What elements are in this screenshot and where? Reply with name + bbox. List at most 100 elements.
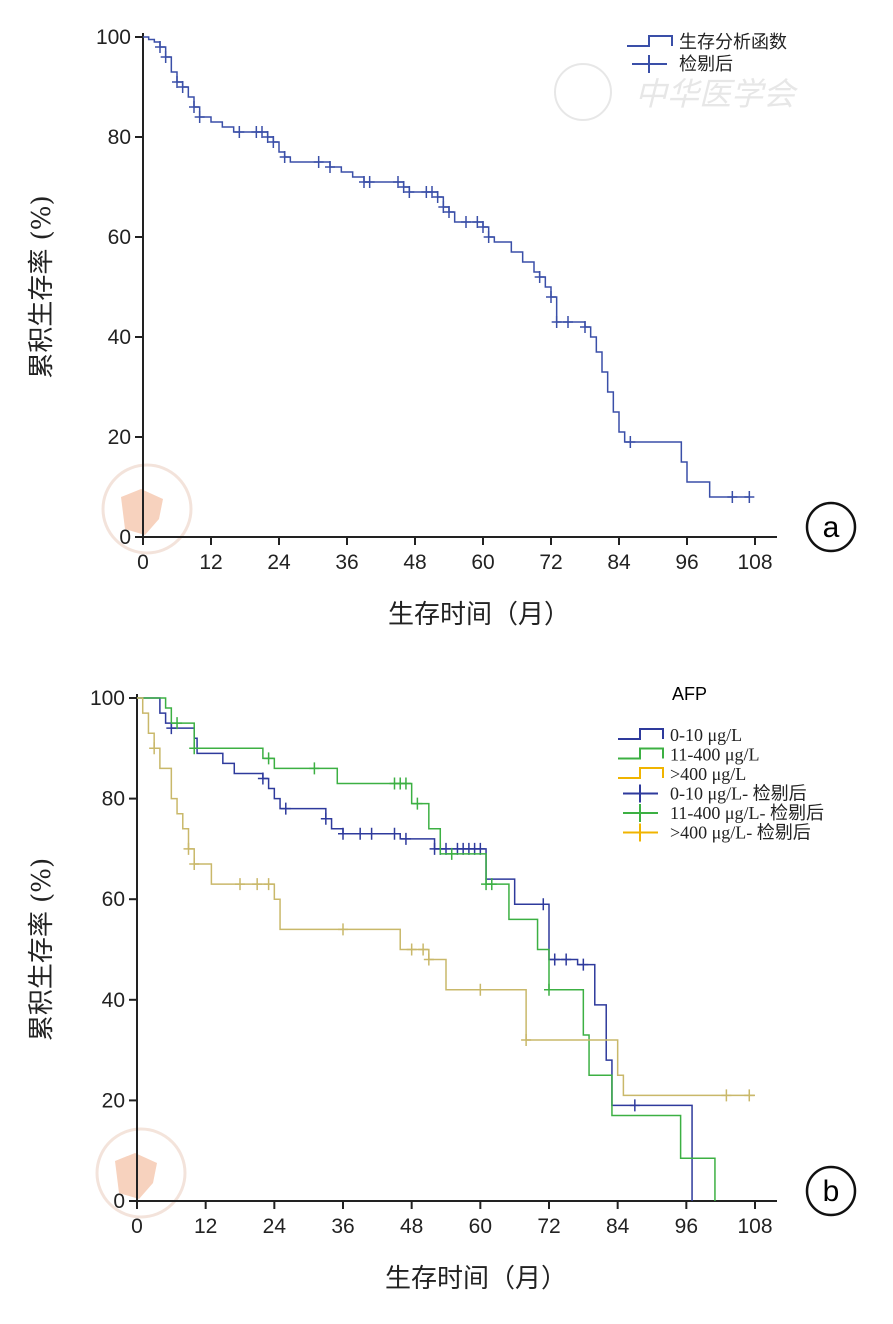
- censor-mark: [549, 953, 560, 966]
- censor-mark: [338, 827, 348, 840]
- censor-mark: [578, 958, 589, 971]
- x-tick-label: 12: [199, 551, 222, 574]
- x-tick-label: 84: [607, 551, 631, 574]
- x-tick-label: 0: [137, 551, 149, 574]
- censor-mark: [472, 216, 483, 228]
- watermark-text-logo: 中华医学会: [554, 63, 798, 121]
- legend-title: AFP: [672, 684, 707, 704]
- x-tick-label: 96: [675, 1215, 698, 1238]
- censor-mark: [580, 321, 590, 333]
- censor-mark: [263, 752, 274, 765]
- panel-label: b: [823, 1175, 840, 1208]
- x-tick-label: 24: [263, 1215, 287, 1238]
- watermark-logo: [95, 1127, 187, 1219]
- censor-mark: [521, 1034, 532, 1047]
- x-tick-label: 84: [606, 1215, 630, 1238]
- watermark-logo: [101, 463, 193, 555]
- censor-mark: [172, 717, 183, 730]
- censor-mark: [561, 953, 572, 966]
- censor-mark: [534, 271, 545, 283]
- censor-mark: [432, 191, 443, 203]
- censor-mark: [313, 156, 324, 168]
- panel-label-circle: [805, 1165, 857, 1217]
- censor-mark: [263, 878, 274, 891]
- censor-mark: [538, 898, 549, 911]
- x-tick-label: 108: [737, 551, 772, 574]
- legend-step-icon: [618, 728, 664, 740]
- censor-mark: [389, 827, 400, 840]
- y-tick-label: 40: [108, 326, 131, 349]
- censor-mark: [404, 186, 415, 198]
- x-axis-label: 生存时间（月）: [385, 1264, 567, 1294]
- x-tick-label: 48: [403, 551, 426, 574]
- panel-label: a: [823, 511, 840, 544]
- y-tick-label: 20: [108, 426, 131, 449]
- censor-mark: [262, 131, 273, 143]
- legend-entry: 0-10 μg/L: [670, 725, 742, 745]
- censor-mark: [252, 878, 263, 891]
- censor-mark: [486, 878, 497, 891]
- censor-mark: [393, 176, 403, 188]
- y-axis-label: 累积生存率 (%): [27, 858, 57, 1041]
- x-tick-label: 12: [194, 1215, 217, 1238]
- legend-entry: 生存分析函数: [679, 32, 787, 52]
- censor-mark: [338, 923, 348, 936]
- censor-mark: [177, 81, 188, 93]
- panel-a: 0 20 40 60 80 100 0 12 24 36 48 60 72 84 96 108 生存时间（月） 累…: [27, 26, 857, 630]
- y-tick-label: 80: [102, 788, 125, 811]
- censor-mark: [446, 847, 457, 860]
- censor-mark: [400, 832, 411, 845]
- censor-mark: [320, 812, 331, 825]
- legend-censor-icon: [623, 784, 658, 803]
- censor-mark: [461, 216, 471, 228]
- watermark-seal: [554, 63, 612, 121]
- censor-mark: [727, 491, 738, 503]
- censor-mark: [234, 126, 245, 138]
- x-tick-label: 0: [131, 1215, 143, 1238]
- legend-step-icon: [618, 747, 664, 760]
- legend: AFP 0-10 μg/L11-400 μg/L>400 μg/L0-10 μg/…: [618, 684, 824, 843]
- y-tick-label: 60: [108, 226, 131, 249]
- y-tick-label: 0: [119, 526, 131, 549]
- censor-mark: [629, 1099, 640, 1112]
- censor-mark: [398, 181, 409, 193]
- legend-censor-icon: [623, 823, 658, 842]
- x-tick-label: 72: [539, 551, 562, 574]
- legend-entry: 0-10 μg/L- 检剔后: [670, 784, 807, 804]
- censor-mark: [406, 943, 417, 956]
- legend-entry: 检剔后: [679, 54, 733, 74]
- censor-mark: [744, 491, 755, 503]
- legend-step-icon: [618, 767, 664, 779]
- censor-mark: [172, 76, 182, 88]
- censor-mark: [257, 772, 268, 785]
- censor-mark: [364, 176, 375, 188]
- censor-mark: [544, 983, 554, 996]
- censor-mark: [412, 797, 423, 810]
- y-axis-label: 累积生存率 (%): [27, 195, 57, 378]
- censor-mark: [438, 201, 449, 213]
- censor-mark: [366, 827, 377, 840]
- x-tick-label: 60: [469, 1215, 492, 1238]
- y-tick-label: 100: [90, 687, 125, 710]
- censor-mark: [268, 136, 279, 148]
- legend-entry: 11-400 μg/L: [670, 745, 759, 765]
- censor-mark: [427, 186, 437, 198]
- x-tick-label: 108: [737, 1215, 772, 1238]
- y-tick-label: 100: [96, 26, 131, 49]
- censor-mark: [183, 842, 194, 855]
- censor-mark: [155, 41, 165, 53]
- censor-mark: [625, 436, 636, 448]
- legend-censor-icon: [623, 804, 658, 822]
- x-tick-label: 36: [331, 1215, 354, 1238]
- censor-mark: [721, 1089, 732, 1102]
- panel-b: 0 20 40 60 80 100 0 12 24 36 48 60 72 84 96 108 生存时间（月） 累…: [27, 684, 857, 1294]
- censor-mark: [546, 291, 556, 303]
- legend-step-icon: [627, 35, 673, 47]
- censor-mark: [166, 722, 177, 735]
- censor-mark: [563, 316, 573, 328]
- y-tick-label: 20: [102, 1089, 125, 1112]
- censor-mark: [475, 983, 486, 996]
- y-tick-label: 80: [108, 126, 131, 149]
- censor-mark: [149, 742, 160, 755]
